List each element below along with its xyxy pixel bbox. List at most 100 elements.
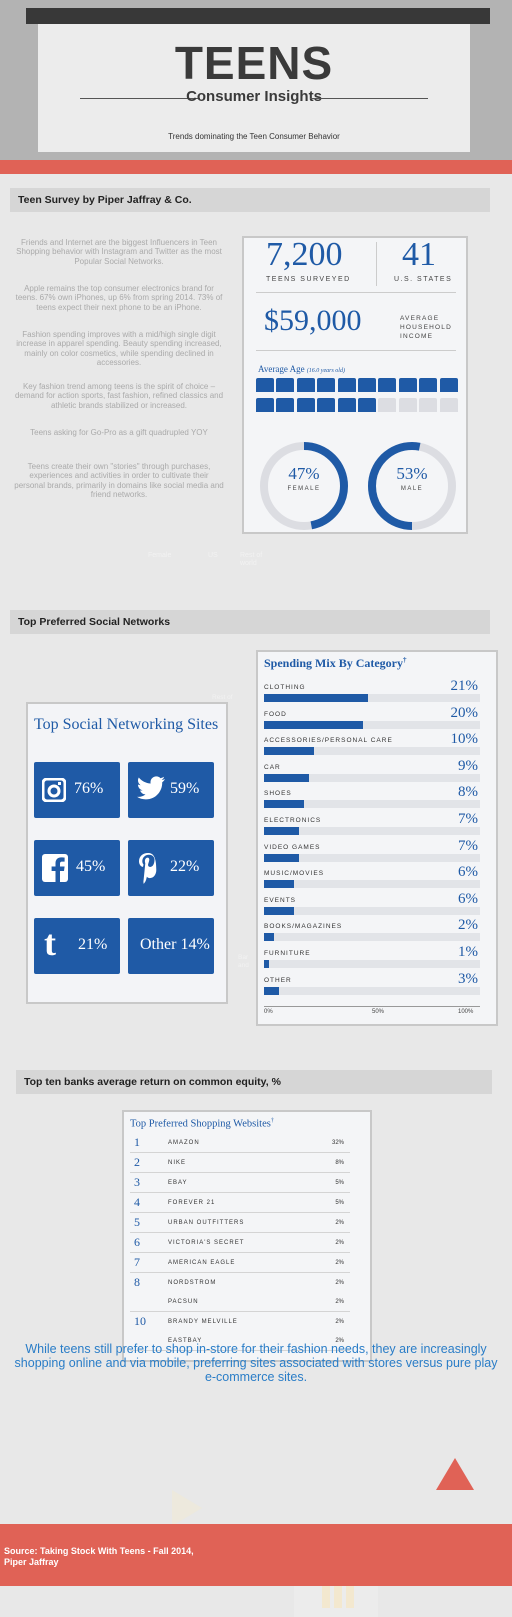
- social-tile-pinterest: 22%: [128, 840, 214, 896]
- person-icon: [358, 378, 376, 392]
- shopping-row: 7 AMERICAN EAGLE 2%: [130, 1254, 350, 1273]
- survey-paragraph: Fashion spending improves with a mid/hig…: [16, 330, 222, 368]
- footer-source-line: Piper Jaffray: [4, 1557, 59, 1567]
- survey-stats-card: 7,200 TEENS SURVEYED 41 U.S. STATES $59,…: [242, 236, 468, 534]
- spending-bar: [264, 986, 279, 995]
- shopping-site-name: EASTBAY: [168, 1338, 203, 1344]
- social-pct: 76%: [74, 780, 104, 797]
- person-icon: [398, 378, 417, 392]
- social-tile-instagram: 76%: [34, 762, 120, 818]
- social-tile-other: Other 14%: [128, 918, 214, 974]
- spending-category-label: CAR: [264, 763, 281, 771]
- faint-chart-label: Rest of world: [240, 552, 262, 568]
- spending-bar-track: [264, 747, 480, 756]
- social-tile-facebook: 45%: [34, 840, 120, 896]
- tumblr-icon: t: [44, 923, 56, 963]
- stat-divider: [376, 242, 377, 286]
- person-icon: [439, 378, 458, 392]
- average-age-label: Average Age: [258, 364, 305, 374]
- spending-category-label: FOOD: [264, 710, 287, 718]
- male-pct: 53%: [396, 464, 428, 483]
- spending-category-pct: 7%: [458, 837, 478, 854]
- spending-category-pct: 7%: [458, 811, 478, 827]
- shopping-rank: 3: [134, 1175, 140, 1189]
- shopping-row: 10 BRANDY MELVILLE 2% EASTBAY 2%: [130, 1313, 350, 1351]
- survey-paragraph: Apple remains the top consumer electroni…: [15, 284, 223, 312]
- shopping-site-pct: 32%: [331, 1140, 344, 1146]
- shopping-site-pct: 2%: [335, 1220, 344, 1226]
- spending-bar-track: [264, 720, 480, 729]
- shopping-rank: 6: [134, 1235, 140, 1249]
- average-age-note: (16.0 years old): [306, 368, 345, 374]
- average-age-title: Average Age (16.0 years old): [258, 364, 345, 374]
- spending-category-pct: 2%: [458, 917, 478, 934]
- header-card: TEENS Consumer Insights Trends dominatin…: [38, 24, 470, 152]
- footer-band: Source: Taking Stock With Teens - Fall 2…: [0, 1524, 512, 1586]
- male-donut: [368, 442, 456, 530]
- spending-title: Spending Mix By Category†: [264, 656, 407, 671]
- social-pct: 45%: [76, 858, 106, 875]
- shopping-site-pct: 2%: [335, 1260, 344, 1266]
- person-icon: [256, 398, 274, 412]
- spending-axis: 0% 50% 100%: [264, 1006, 480, 1020]
- spending-bar-track: [264, 986, 480, 995]
- person-icon: [419, 378, 438, 392]
- spending-title-mark: †: [403, 656, 407, 664]
- faint-chart-label: Bar and: [238, 954, 249, 970]
- shopping-sites-card: Top Preferred Shopping Websites† 1 AMAZON…: [122, 1110, 372, 1362]
- person-icon: [337, 378, 356, 392]
- age-people-grid: [256, 378, 460, 418]
- spending-bar: [264, 853, 299, 862]
- spending-bar-track: [264, 933, 480, 942]
- shopping-row: 8 NORDSTROM 2% PACSUN 2%: [130, 1274, 350, 1312]
- states-label: U.S. STATES: [394, 276, 453, 283]
- shopping-row: 3 EBAY 5%: [130, 1174, 350, 1193]
- instagram-icon: [42, 778, 66, 802]
- social-pct: 21%: [78, 936, 108, 953]
- pinterest-icon: [139, 853, 157, 884]
- income-value: $59,000: [264, 304, 362, 337]
- spending-category-label: ACCESSORIES/PERSONAL CARE: [264, 737, 393, 745]
- social-networks-card: Top Social Networking Sites 76% 59% 45% …: [26, 702, 228, 1004]
- shopping-site-name: PACSUN: [168, 1299, 199, 1305]
- spending-bar: [264, 960, 269, 968]
- social-pct: 59%: [170, 780, 200, 797]
- section-header-shopping: Top ten banks average return on common e…: [16, 1070, 492, 1094]
- person-icon: [358, 398, 376, 412]
- person-icon: [276, 378, 295, 392]
- shopping-site-name: VICTORIA'S SECRET: [168, 1240, 245, 1246]
- footer-source: Source: Taking Stock With Teens - Fall 2…: [4, 1546, 194, 1568]
- section-header-social: Top Preferred Social Networks: [10, 610, 490, 634]
- shopping-rank: 7: [134, 1255, 140, 1269]
- footer-bottom: [0, 1586, 512, 1617]
- shopping-title-mark: †: [270, 1118, 274, 1124]
- footer-decor-bar: [334, 1586, 342, 1608]
- survey-paragraph: Teens create their own "stories" through…: [14, 462, 224, 500]
- spending-category-pct: 6%: [458, 890, 478, 907]
- shopping-site-name: AMERICAN EAGLE: [168, 1260, 236, 1266]
- shopping-site-pct: 2%: [335, 1299, 344, 1305]
- faint-chart-label: US: [208, 552, 218, 559]
- spending-category-pct: 9%: [458, 757, 478, 774]
- spending-bar: [264, 720, 364, 729]
- person-icon: [296, 378, 315, 392]
- stat-rule: [256, 292, 456, 293]
- teens-surveyed-label: TEENS SURVEYED: [266, 276, 351, 283]
- spending-bar: [264, 906, 294, 915]
- income-label-line: HOUSEHOLD: [400, 324, 452, 331]
- spending-rows: CLOTHING 21% FOOD 20% ACCESSORIES/PERSONAL C…: [258, 676, 496, 996]
- person-icon: [439, 398, 458, 412]
- social-other-label: Other: [140, 936, 177, 953]
- spending-axis-tick: 50%: [372, 1009, 385, 1015]
- shopping-rank: 8: [134, 1275, 140, 1289]
- spending-category-label: EVENTS: [264, 896, 297, 904]
- spending-category-label: FURNITURE: [264, 950, 311, 957]
- faint-chart-label: Female: [148, 552, 172, 559]
- spending-category-pct: 1%: [458, 944, 478, 960]
- shopping-rank: 4: [134, 1195, 140, 1209]
- spending-category-pct: 21%: [450, 678, 479, 694]
- spending-category-pct: 10%: [450, 731, 479, 748]
- faint-chart-label-line: Rest of: [240, 552, 263, 559]
- income-label-line: AVERAGE: [400, 315, 440, 322]
- shopping-row: 6 VICTORIA'S SECRET 2%: [130, 1234, 350, 1253]
